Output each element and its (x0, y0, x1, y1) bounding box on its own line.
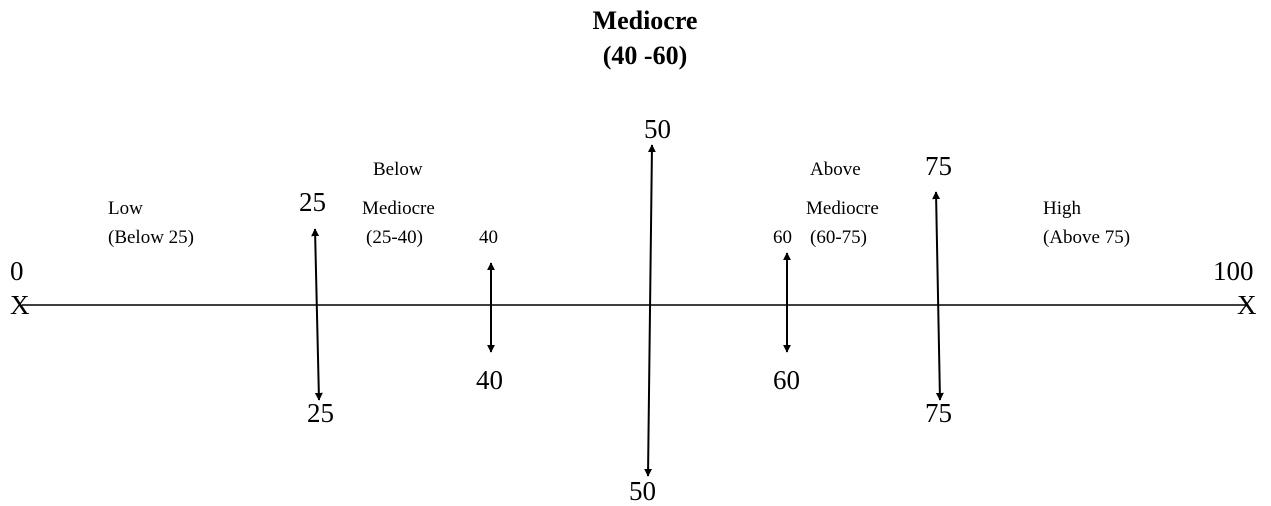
zone-below-mediocre-line2: Mediocre (362, 198, 435, 219)
zone-low-label: Low (108, 198, 143, 219)
marker-50-bottom-label: 50 (629, 476, 656, 506)
scale-left-marker: X (10, 290, 30, 320)
marker-25-top-label: 25 (299, 187, 326, 217)
zone-above-mediocre-range: (60-75) (810, 227, 867, 248)
marker-60-top-label: 60 (773, 227, 792, 248)
marker-25-arrow (311, 228, 323, 401)
marker-50-arrow (644, 144, 656, 477)
marker-40-bottom-label: 40 (476, 365, 503, 395)
marker-75-top-label: 75 (925, 151, 952, 181)
scale-end-label: 100 (1213, 256, 1254, 286)
title-line-2: (40 -60) (602, 41, 688, 70)
marker-60-bottom-label: 60 (773, 365, 800, 395)
marker-50-top-label: 50 (644, 114, 671, 144)
scale-start-label: 0 (10, 256, 24, 286)
zone-below-mediocre-line1: Below (373, 159, 423, 180)
marker-40-top-label: 40 (479, 227, 498, 248)
zone-high-range: (Above 75) (1043, 227, 1131, 248)
zone-high-label: High (1043, 198, 1081, 219)
zone-low-range: (Below 25) (108, 227, 195, 248)
zone-above-mediocre-line1: Above (810, 159, 861, 180)
marker-25-bottom-label: 25 (307, 398, 334, 428)
marker-75-arrow (932, 191, 944, 401)
zone-below-mediocre-range: (25-40) (366, 227, 423, 248)
scale-right-marker: X (1237, 290, 1257, 320)
title-line-1: Mediocre (592, 6, 698, 35)
zone-above-mediocre-line2: Mediocre (806, 198, 879, 219)
marker-75-bottom-label: 75 (925, 398, 952, 428)
